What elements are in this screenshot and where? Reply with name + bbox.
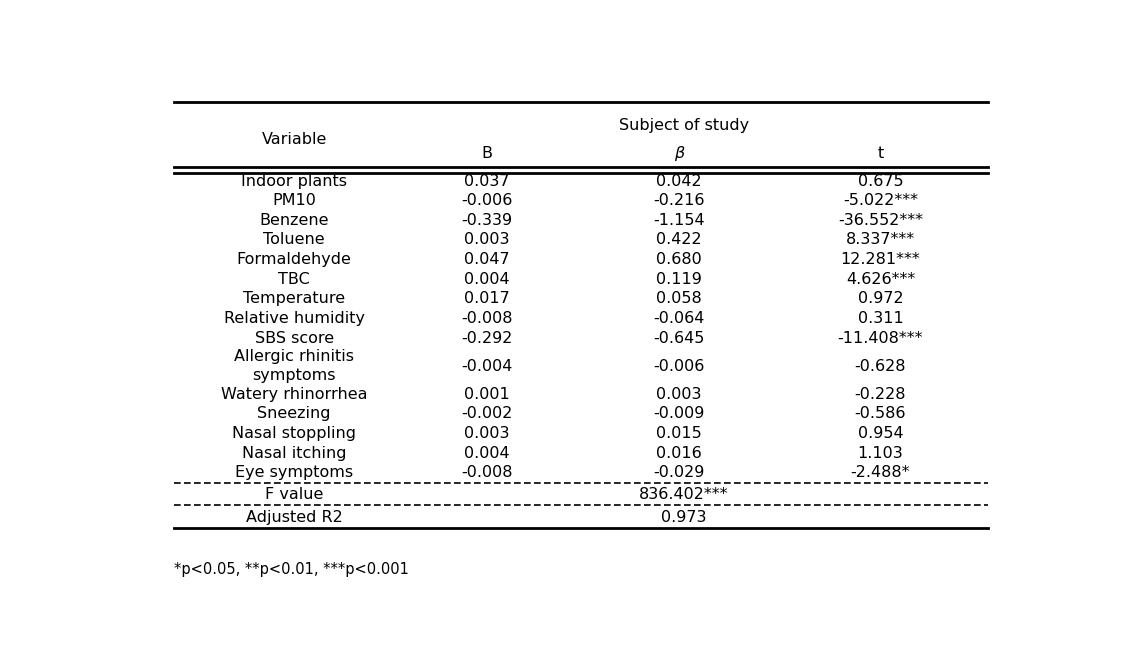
- Text: -2.488*: -2.488*: [851, 465, 910, 481]
- Text: β: β: [674, 146, 684, 161]
- Text: Allergic rhinitis
symptoms: Allergic rhinitis symptoms: [234, 350, 355, 383]
- Text: -0.216: -0.216: [654, 193, 704, 208]
- Text: 0.003: 0.003: [464, 426, 509, 441]
- Text: 4.626***: 4.626***: [846, 271, 916, 287]
- Text: 1.103: 1.103: [858, 446, 903, 461]
- Text: 836.402***: 836.402***: [639, 487, 728, 502]
- Text: -0.008: -0.008: [461, 311, 513, 326]
- Text: 0.675: 0.675: [858, 173, 903, 189]
- Text: Indoor plants: Indoor plants: [242, 173, 348, 189]
- Text: -0.006: -0.006: [654, 359, 704, 373]
- Text: 0.015: 0.015: [656, 426, 702, 441]
- Text: B: B: [481, 146, 492, 161]
- Text: 0.037: 0.037: [464, 173, 509, 189]
- Text: -5.022***: -5.022***: [843, 193, 918, 208]
- Text: -0.339: -0.339: [461, 213, 513, 228]
- Text: 0.422: 0.422: [656, 232, 702, 248]
- Text: 0.016: 0.016: [656, 446, 702, 461]
- Text: Adjusted R2: Adjusted R2: [246, 510, 342, 525]
- Text: Sneezing: Sneezing: [257, 406, 331, 422]
- Text: 0.119: 0.119: [656, 271, 702, 287]
- Text: -11.408***: -11.408***: [838, 330, 924, 346]
- Text: SBS score: SBS score: [255, 330, 334, 346]
- Text: 0.954: 0.954: [858, 426, 903, 441]
- Text: Eye symptoms: Eye symptoms: [235, 465, 353, 481]
- Text: 0.003: 0.003: [464, 232, 509, 248]
- Text: Formaldehyde: Formaldehyde: [237, 252, 351, 267]
- Text: -0.029: -0.029: [654, 465, 704, 481]
- Text: 0.680: 0.680: [656, 252, 702, 267]
- Text: 0.058: 0.058: [656, 291, 702, 307]
- Text: -36.552***: -36.552***: [838, 213, 924, 228]
- Text: -1.154: -1.154: [654, 213, 704, 228]
- Text: *p<0.05, **p<0.01, ***p<0.001: *p<0.05, **p<0.01, ***p<0.001: [174, 562, 409, 577]
- Text: t: t: [877, 146, 884, 161]
- Text: -0.064: -0.064: [654, 311, 704, 326]
- Text: Nasal itching: Nasal itching: [242, 446, 347, 461]
- Text: -0.004: -0.004: [461, 359, 513, 373]
- Text: Relative humidity: Relative humidity: [224, 311, 365, 326]
- Text: 0.311: 0.311: [858, 311, 903, 326]
- Text: Nasal stoppling: Nasal stoppling: [233, 426, 357, 441]
- Text: 0.004: 0.004: [464, 271, 509, 287]
- Text: -0.292: -0.292: [461, 330, 513, 346]
- Text: 0.003: 0.003: [656, 387, 702, 402]
- Text: -0.645: -0.645: [654, 330, 704, 346]
- Text: 0.973: 0.973: [660, 510, 707, 525]
- Text: -0.628: -0.628: [855, 359, 907, 373]
- Text: Variable: Variable: [262, 132, 327, 147]
- Text: 8.337***: 8.337***: [846, 232, 914, 248]
- Text: 0.042: 0.042: [656, 173, 702, 189]
- Text: -0.228: -0.228: [855, 387, 907, 402]
- Text: 0.017: 0.017: [464, 291, 509, 307]
- Text: 0.004: 0.004: [464, 446, 509, 461]
- Text: -0.586: -0.586: [855, 406, 907, 422]
- Text: Toluene: Toluene: [263, 232, 325, 248]
- Text: -0.002: -0.002: [461, 406, 513, 422]
- Text: Subject of study: Subject of study: [619, 118, 749, 133]
- Text: 12.281***: 12.281***: [841, 252, 920, 267]
- Text: Temperature: Temperature: [243, 291, 345, 307]
- Text: Benzene: Benzene: [260, 213, 329, 228]
- Text: F value: F value: [265, 487, 323, 502]
- Text: Watery rhinorrhea: Watery rhinorrhea: [221, 387, 368, 402]
- Text: 0.047: 0.047: [464, 252, 509, 267]
- Text: TBC: TBC: [279, 271, 310, 287]
- Text: PM10: PM10: [272, 193, 316, 208]
- Text: 0.972: 0.972: [858, 291, 903, 307]
- Text: -0.008: -0.008: [461, 465, 513, 481]
- Text: -0.009: -0.009: [654, 406, 704, 422]
- Text: -0.006: -0.006: [461, 193, 513, 208]
- Text: 0.001: 0.001: [464, 387, 509, 402]
